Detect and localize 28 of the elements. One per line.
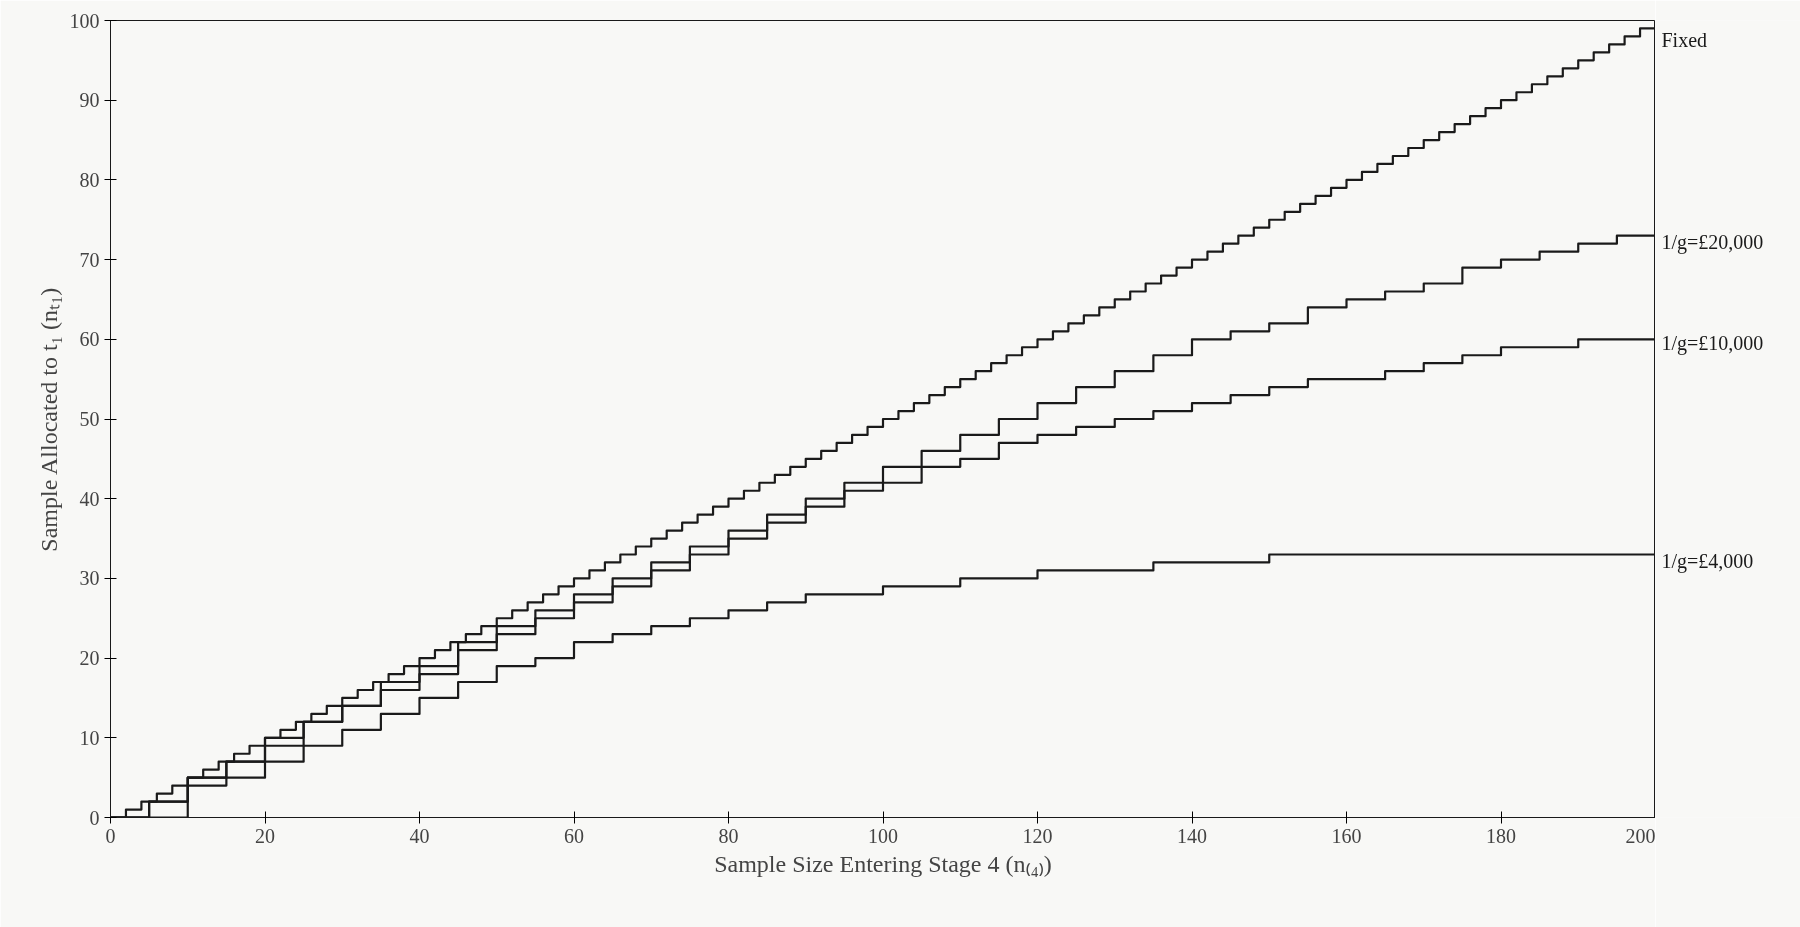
x-tick-label: 20 [255,824,275,847]
x-tick-label: 0 [105,824,116,847]
y-tick-label: 70 [79,248,100,271]
y-axis-title: Sample Allocated to t₁ (nₜ₁) [35,287,62,552]
y-tick-label: 90 [79,89,100,112]
y-tick-label: 0 [89,806,100,829]
x-tick-label: 140 [1177,824,1207,847]
y-tick-label: 50 [79,408,100,430]
y-tick-label: 100 [69,9,100,32]
x-tick-label: 80 [718,824,739,847]
y-tick-label: 30 [79,567,100,590]
y-tick-label: 40 [79,487,100,510]
y-tick-label: 20 [79,647,100,670]
x-tick-label: 60 [564,824,584,847]
x-axis-title: Sample Size Entering Stage 4 (n₍₄₎) [714,850,1052,877]
x-tick-label: 40 [409,824,430,847]
x-tick-label: 120 [1022,824,1053,847]
x-tick-label: 160 [1331,824,1362,847]
x-tick-label: 200 [1625,824,1656,847]
y-tick-label: 60 [79,328,100,351]
series-label: 1/g=£4,000 [1661,549,1754,573]
series-label: Fixed [1661,29,1708,52]
y-tick-label: 80 [79,168,100,191]
x-tick-label: 180 [1486,824,1516,847]
y-tick-label: 10 [79,726,100,749]
series-label: 1/g=£10,000 [1661,332,1764,356]
x-tick-label: 100 [868,824,898,847]
series-label: 1/g=£20,000 [1661,231,1764,255]
